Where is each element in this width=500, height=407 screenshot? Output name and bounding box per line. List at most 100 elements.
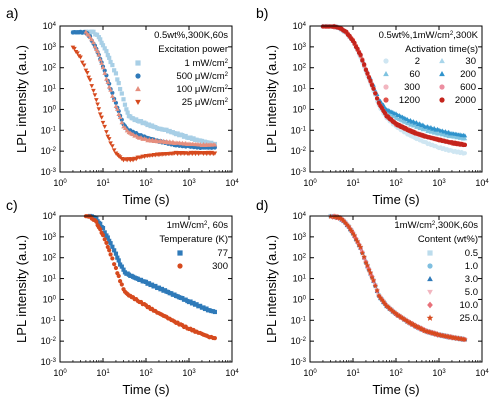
y-axis-label: LPL intensity (a.u.): [264, 45, 279, 153]
data-point: [352, 40, 357, 46]
x-axis-label: Time (s): [122, 382, 169, 397]
legend-title: Excitation power: [158, 44, 228, 55]
legend-marker: [135, 73, 141, 79]
data-point: [359, 250, 366, 256]
y-tick-label: 10-3: [291, 167, 307, 177]
series-6: [322, 24, 467, 147]
data-point: [107, 238, 112, 243]
x-tick-label: 103: [182, 178, 196, 188]
data-point: [97, 112, 103, 117]
y-tick-label: 101: [293, 274, 307, 284]
data-point: [121, 97, 126, 102]
data-point: [96, 107, 102, 112]
x-tick-label: 104: [225, 368, 239, 378]
data-point: [110, 144, 115, 149]
data-layer: [70, 29, 218, 163]
x-tick-label: 101: [346, 178, 360, 188]
data-point: [108, 241, 113, 246]
data-point: [99, 60, 104, 65]
data-layer: [320, 23, 468, 156]
data-point: [100, 43, 106, 48]
data-point: [462, 336, 468, 342]
data-point: [366, 75, 372, 80]
data-point: [105, 134, 111, 139]
data-point: [371, 86, 376, 91]
data-point: [105, 53, 110, 58]
x-tick-label: 103: [182, 368, 196, 378]
y-tick-label: 103: [43, 232, 57, 242]
data-point: [360, 58, 365, 63]
legend: 0.5 1.0 3.0 5.0 10.0 25.0: [426, 248, 478, 324]
data-point: [367, 269, 374, 276]
data-point: [110, 90, 115, 95]
legend-label: 100 μW/cm2: [176, 84, 228, 95]
data-point: [362, 62, 367, 67]
x-tick-label: 100: [53, 368, 67, 378]
series-2: [83, 29, 218, 148]
data-point: [111, 97, 117, 102]
x-axis-label: Time (s): [372, 382, 419, 397]
legend-marker: [427, 250, 433, 256]
data-point: [100, 233, 106, 238]
data-point: [111, 148, 117, 153]
x-axis-label: Time (s): [122, 192, 169, 207]
data-point: [108, 141, 113, 146]
data-point: [374, 287, 380, 293]
legend-title: Temperature (K): [159, 234, 228, 245]
data-point: [379, 105, 385, 110]
data-point: [122, 102, 128, 107]
data-point: [119, 120, 125, 125]
data-point: [104, 76, 109, 81]
data-point: [113, 103, 119, 109]
legend-marker: [177, 263, 183, 269]
data-point: [347, 33, 352, 39]
legend-marker: [427, 301, 433, 309]
data-point: [102, 46, 107, 51]
legend-label: 1200: [399, 95, 420, 106]
panel-a: a) 100 101 102 103 104 10-3 10-2 10-1 100 101 102 10…: [6, 5, 239, 207]
annotation: 0.5wt%,300K,60s: [154, 30, 228, 41]
data-point: [450, 335, 457, 341]
data-point: [75, 51, 80, 56]
legend-marker: [383, 97, 389, 103]
y-tick-label: 10-1: [291, 125, 307, 135]
y-tick-label: 103: [293, 42, 307, 52]
x-tick-label: 100: [53, 178, 67, 188]
data-point: [462, 133, 468, 138]
y-tick-label: 10-2: [291, 336, 307, 346]
legend-label: 25 μW/cm2: [182, 97, 229, 108]
panel-b: b) 100 101 102 103 104 10-3 10-2 10-1 100 101 102 10…: [256, 5, 489, 207]
x-tick-label: 102: [139, 178, 153, 188]
data-point: [104, 130, 109, 135]
y-tick-label: 10-3: [41, 167, 57, 177]
legend-label: 0.5: [465, 248, 478, 259]
legend-marker: [135, 86, 141, 92]
data-point: [99, 115, 104, 120]
annotation: 1mW/cm2,300K,60s: [394, 220, 478, 231]
y-tick-label: 104: [43, 21, 57, 31]
data-point: [119, 264, 124, 269]
y-tick-label: 101: [43, 84, 57, 94]
data-point: [110, 256, 115, 261]
data-point: [115, 255, 120, 260]
data-point: [102, 68, 107, 73]
data-point: [433, 331, 439, 337]
legend-marker: [427, 289, 433, 295]
y-tick-label: 100: [43, 294, 57, 304]
x-tick-label: 104: [225, 178, 239, 188]
x-tick-label: 100: [303, 368, 317, 378]
data-point: [368, 78, 373, 83]
data-point: [110, 244, 115, 249]
panel-letter: a): [6, 5, 18, 21]
data-point: [118, 279, 123, 284]
data-point: [102, 124, 108, 129]
data-point: [344, 29, 349, 34]
data-point: [113, 265, 119, 271]
data-point: [355, 46, 360, 51]
legend: 2 30 60 200 300 600 1200 2000: [383, 56, 476, 106]
data-point: [72, 46, 77, 51]
data-point: [351, 232, 358, 238]
x-tick-label: 100: [303, 178, 317, 188]
data-point: [98, 227, 103, 232]
